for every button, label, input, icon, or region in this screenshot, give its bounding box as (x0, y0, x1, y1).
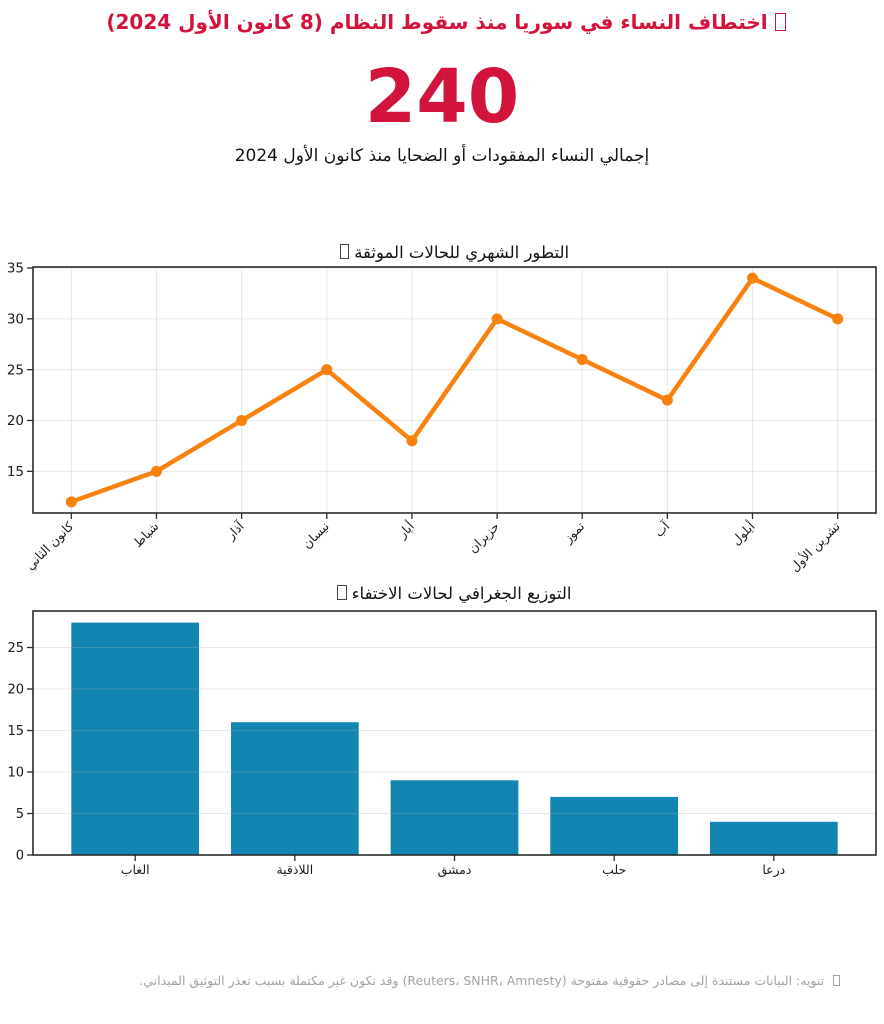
alert-emoji-icon (774, 12, 786, 31)
svg-text:35: 35 (7, 261, 24, 277)
x-axis-labels: كانون الثاني شباط آذار نيسان أيار حزيران تموز آ… (22, 518, 844, 575)
line-series (70, 275, 839, 504)
total-count-subtitle: إجمالي النساء المفقودات أو الضحايا منذ ك… (234, 146, 650, 166)
x-axis-labels: الغاب اللاذقية دمشق حلب درعا (121, 862, 786, 878)
page-title-text: اختطاف النساء في سوريا منذ سقوط النظام (… (106, 10, 768, 34)
line-chart-title-text: التطور الشهري للحالات الموثقة (354, 243, 570, 262)
data-point (747, 272, 759, 284)
tick-marks (27, 646, 775, 861)
svg-text:10: 10 (7, 765, 24, 780)
svg-text:15: 15 (7, 724, 24, 739)
bar (390, 780, 519, 855)
footer-note-text: تنويه: البيانات مستندة إلى مصادر حقوقية … (139, 973, 825, 988)
page-title: اختطاف النساء في سوريا منذ سقوط النظام (… (0, 10, 884, 34)
svg-text:كانون الثاني: كانون الثاني (22, 518, 77, 573)
data-point (236, 414, 248, 426)
pin-emoji-icon (337, 585, 347, 601)
svg-text:اللاذقية: اللاذقية (276, 862, 313, 877)
total-count: 240 (364, 54, 520, 140)
svg-text:تشرين الأول: تشرين الأول (787, 518, 844, 575)
bar-chart: 0 5 10 15 20 25 الغاب اللاذقية دمشق حلب درعا (7, 610, 877, 878)
svg-text:حزيران: حزيران (465, 519, 503, 557)
svg-text:0: 0 (16, 848, 24, 863)
line-chart-title: التطور الشهري للحالات الموثقة (25, 243, 884, 262)
data-point (406, 435, 418, 447)
data-point (150, 465, 162, 477)
data-point (321, 364, 333, 376)
footer-note: تنويه: البيانات مستندة إلى مصادر حقوقية … (139, 973, 840, 988)
data-point (65, 496, 77, 508)
tick-marks (27, 267, 839, 519)
svg-text:تموز: تموز (560, 518, 589, 547)
data-point (491, 313, 503, 325)
bars (71, 622, 838, 855)
bar (230, 722, 359, 855)
svg-text:25: 25 (7, 362, 24, 378)
svg-text:آب: آب (651, 518, 673, 540)
svg-text:30: 30 (7, 311, 24, 327)
data-point (576, 354, 588, 366)
svg-text:حلب: حلب (602, 862, 626, 877)
warning-emoji-icon (833, 974, 840, 986)
svg-text:25: 25 (7, 641, 24, 656)
svg-text:نيسان: نيسان (299, 519, 332, 552)
chart-emoji-icon (339, 244, 349, 260)
svg-text:درعا: درعا (762, 862, 785, 878)
svg-text:أيلول: أيلول (728, 518, 759, 549)
bar-chart-title-text: التوزيع الجغرافي لحالات الاختفاء (351, 584, 572, 603)
bar (71, 622, 200, 855)
line-chart: 15 20 25 30 35 كانون الثاني شباط آذار نيسان أيار ح… (7, 261, 877, 575)
svg-text:شباط: شباط (130, 519, 162, 551)
bar-chart-title: التوزيع الجغرافي لحالات الاختفاء (25, 584, 884, 603)
y-axis-labels: 15 20 25 30 35 (7, 261, 24, 480)
svg-text:20: 20 (7, 413, 24, 429)
data-point (661, 394, 673, 406)
svg-text:دمشق: دمشق (438, 862, 472, 878)
data-point (832, 313, 844, 325)
y-axis-labels: 0 5 10 15 20 25 (7, 641, 24, 863)
svg-text:أيار: أيار (393, 518, 418, 543)
svg-text:5: 5 (16, 807, 24, 822)
svg-text:20: 20 (7, 682, 24, 697)
bar (550, 796, 679, 855)
svg-text:15: 15 (7, 464, 24, 480)
svg-text:الغاب: الغاب (121, 862, 150, 877)
bar (709, 821, 838, 855)
grid (33, 267, 876, 513)
svg-text:آذار: آذار (222, 518, 248, 544)
